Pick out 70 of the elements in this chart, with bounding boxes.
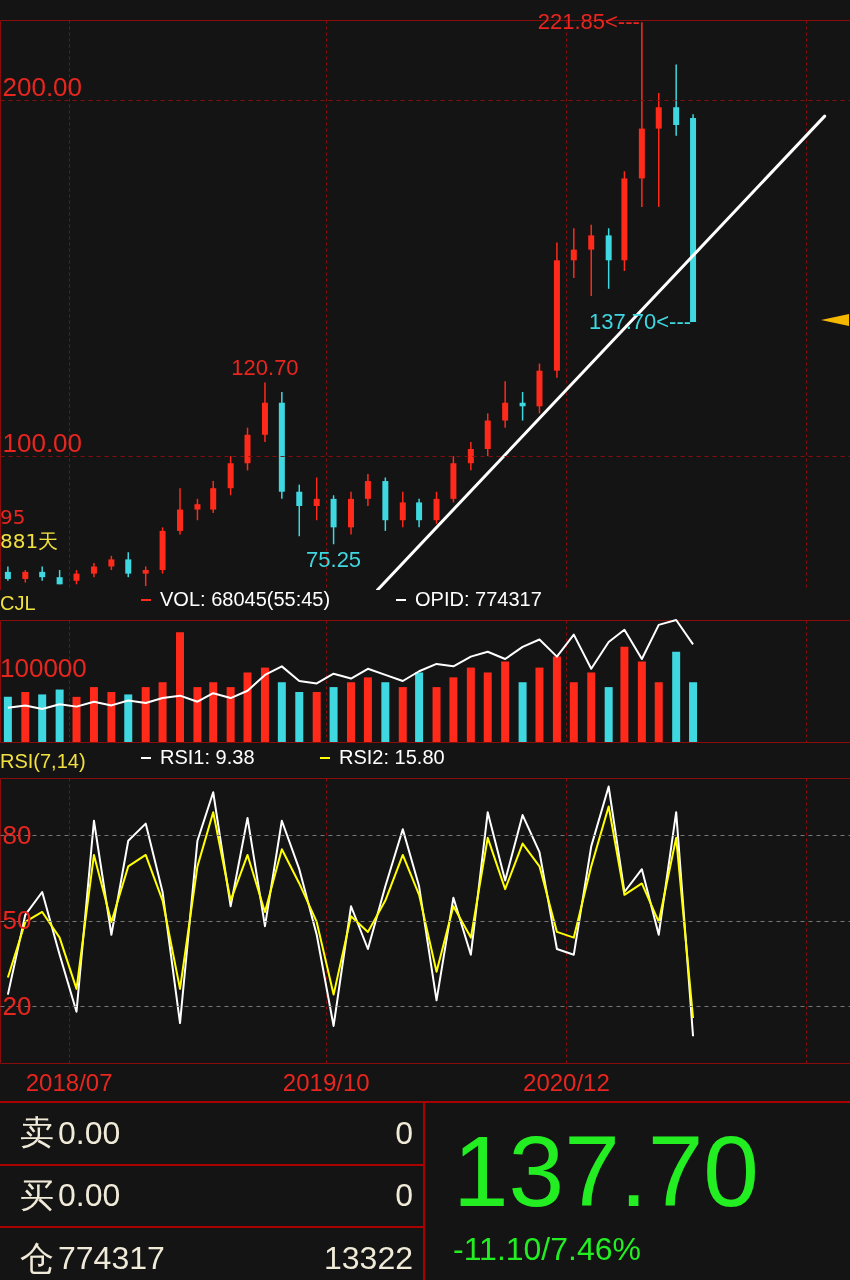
text: 0.00 <box>58 1177 121 1215</box>
text: 仓 <box>20 1236 54 1280</box>
bar <box>226 687 235 742</box>
bar <box>295 691 304 742</box>
bar <box>158 682 167 742</box>
bar <box>569 682 578 742</box>
text: 774317 <box>58 1240 165 1278</box>
bar <box>176 632 185 742</box>
bar <box>107 691 116 742</box>
bar <box>260 667 269 742</box>
text: 0.00 <box>58 1114 121 1152</box>
bar <box>552 656 561 742</box>
bar <box>347 682 356 742</box>
text: 卖 <box>20 1111 54 1155</box>
text: 137.70 <box>453 1114 760 1229</box>
y-tick-label: 100.00 <box>2 427 83 458</box>
annotation: 95 <box>0 505 26 529</box>
bar <box>209 682 218 742</box>
x-tick-label: 2018/07 <box>25 1068 113 1096</box>
x-tick-label: 2020/12 <box>523 1068 610 1096</box>
bar <box>243 672 252 742</box>
bar <box>398 687 407 742</box>
text: 13322 <box>324 1240 413 1278</box>
bar <box>587 672 596 742</box>
legend-label: VOL: 68045(55:45) <box>160 588 331 610</box>
legend-label: RSI1: 9.38 <box>160 746 255 768</box>
bar <box>38 694 47 742</box>
bar <box>329 687 338 742</box>
bar <box>415 672 424 742</box>
bar <box>483 672 492 742</box>
chart-title: CJL <box>0 592 36 614</box>
bar <box>312 691 321 742</box>
text: 0 <box>395 1177 413 1215</box>
bar <box>535 667 544 742</box>
bar <box>501 661 510 742</box>
bar <box>141 687 150 742</box>
bar <box>466 667 475 742</box>
bar <box>55 689 64 742</box>
y-tick-label: 20 <box>2 990 32 1021</box>
bar <box>432 687 441 742</box>
y-tick-label: 200.00 <box>2 71 83 102</box>
bar <box>518 682 527 742</box>
annotation: 75.25 <box>306 547 362 573</box>
text: 买 <box>20 1174 54 1217</box>
bar <box>604 687 613 742</box>
annotation: 120.70 <box>231 355 299 381</box>
text: 0 <box>395 1114 413 1152</box>
bar <box>72 696 81 742</box>
text: -11.10/7.46% <box>453 1231 642 1268</box>
bar <box>277 682 286 742</box>
bar <box>89 687 98 742</box>
bar <box>363 677 372 742</box>
legend-label: RSI2: 15.80 <box>339 746 445 768</box>
bar <box>3 696 12 742</box>
chart-title: RSI(7,14) <box>0 750 86 772</box>
legend-label: OPID: 774317 <box>415 588 542 610</box>
x-tick-label: 2019/10 <box>282 1068 370 1096</box>
bar <box>620 646 629 742</box>
bar <box>381 682 390 742</box>
bar <box>193 687 202 742</box>
annotation: 881天 <box>0 529 59 553</box>
bar <box>449 677 458 742</box>
bar <box>654 682 663 742</box>
bar <box>672 651 681 742</box>
annotation: 100000 <box>0 653 87 683</box>
bar <box>637 661 646 742</box>
bar <box>124 694 133 742</box>
y-tick-label: 80 <box>2 819 32 850</box>
bar <box>21 691 30 742</box>
bar <box>689 682 698 742</box>
